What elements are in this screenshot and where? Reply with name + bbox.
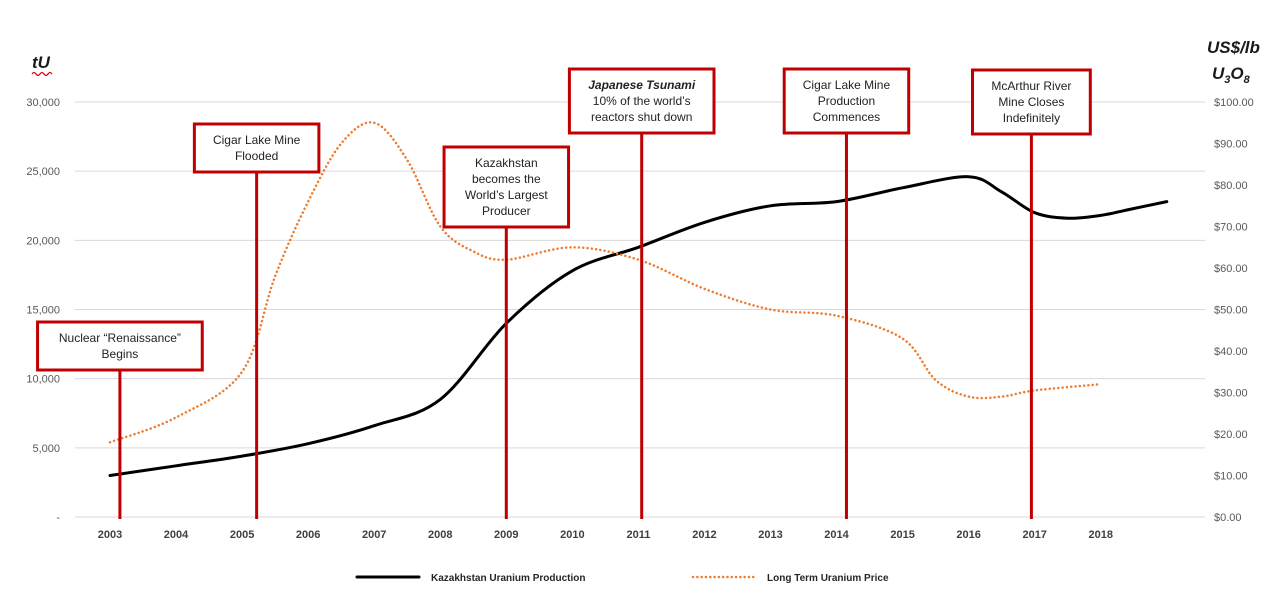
- x-tick-label: 2013: [758, 529, 782, 541]
- right-tick-label: $20.00: [1214, 429, 1248, 441]
- u-symbol: U: [1212, 64, 1225, 83]
- left-axis-title: tU: [32, 53, 51, 72]
- x-tick-label: 2007: [362, 529, 386, 541]
- x-tick-label: 2012: [692, 529, 716, 541]
- x-tick-label: 2006: [296, 529, 320, 541]
- annotation: Cigar Lake Mine Flooded: [192, 122, 321, 519]
- annotation-text: Begins: [102, 347, 139, 361]
- x-tick-label: 2010: [560, 529, 584, 541]
- annotation-text: Nuclear “Renaissance”: [59, 331, 181, 345]
- x-tick-label: 2017: [1022, 529, 1046, 541]
- annotation-text: Mine Closes: [998, 95, 1064, 109]
- annotation-text: Producer: [482, 204, 531, 218]
- right-tick-label: $30.00: [1214, 388, 1248, 400]
- annotation-text: Flooded: [235, 149, 278, 163]
- annotation: McArthur River Mine Closes Indefinitely: [970, 68, 1092, 519]
- annotation-box: [567, 67, 716, 135]
- left-tick-label: 20,000: [26, 235, 60, 247]
- annotation-box: [442, 145, 571, 229]
- right-tick-label: $100.00: [1214, 97, 1254, 109]
- price-series-line: [108, 121, 1103, 444]
- right-tick-label: $70.00: [1214, 222, 1248, 234]
- series-layer: [108, 121, 1169, 477]
- left-tick-label: 25,000: [26, 166, 60, 178]
- left-tick-label: 10,000: [26, 374, 60, 386]
- annotation-layer: Nuclear “Renaissance” Begins Cigar Lake Mi…: [36, 67, 1092, 519]
- right-tick-label: $40.00: [1214, 346, 1248, 358]
- right-tick-label: $90.00: [1214, 139, 1248, 151]
- annotation-text: Production: [818, 94, 875, 108]
- left-tick-label: -: [56, 512, 60, 524]
- x-axis: 2003 2004 2005 2006 2007 2008 2009 2010 2011 2012…: [98, 529, 1113, 541]
- spellcheck-underline: [31, 71, 53, 77]
- annotation-text: Kazakhstan: [475, 156, 538, 170]
- x-tick-label: 2003: [98, 529, 122, 541]
- right-tick-label: $10.00: [1214, 471, 1248, 483]
- right-tick-label: $80.00: [1214, 180, 1248, 192]
- annotation-box: [36, 320, 204, 372]
- annotation: Kazakhstan becomes the World’s Largest Prod…: [442, 145, 571, 519]
- annotation-text: Japanese Tsunami: [588, 78, 696, 92]
- o-subscript: 8: [1244, 74, 1251, 86]
- right-tick-label: $60.00: [1214, 263, 1248, 275]
- left-tick-label: 5,000: [32, 443, 60, 455]
- x-tick-label: 2004: [164, 529, 189, 541]
- annotation-text: 10% of the world’s: [593, 94, 691, 108]
- annotation-text: Commences: [813, 110, 880, 124]
- annotation-box: [782, 67, 911, 135]
- annotation: Nuclear “Renaissance” Begins: [36, 320, 204, 519]
- x-tick-label: 2016: [956, 529, 980, 541]
- left-tick-label: 15,000: [26, 305, 60, 317]
- annotation: Cigar Lake Mine Production Commences: [782, 67, 911, 519]
- legend: Kazakhstan Uranium Production Long Term U…: [355, 573, 889, 584]
- production-series-line: [108, 175, 1169, 477]
- x-tick-label: 2018: [1089, 529, 1113, 541]
- x-tick-label: 2011: [626, 529, 650, 541]
- left-axis: - 5,000 10,000 15,000 20,000 25,000 30,000: [26, 97, 60, 524]
- x-tick-label: 2005: [230, 529, 254, 541]
- legend-label: Kazakhstan Uranium Production: [431, 573, 585, 584]
- x-tick-label: 2014: [824, 529, 849, 541]
- annotation-box: [192, 122, 321, 174]
- o-symbol: O: [1230, 64, 1243, 83]
- annotation-text: reactors shut down: [591, 110, 692, 124]
- annotation-text: Cigar Lake Mine: [803, 78, 891, 92]
- annotation-text: becomes the: [472, 172, 541, 186]
- right-tick-label: $0.00: [1214, 512, 1242, 524]
- x-tick-label: 2009: [494, 529, 518, 541]
- right-axis-title-line2: U3O8: [1212, 64, 1251, 86]
- annotation-text: Cigar Lake Mine: [213, 133, 301, 147]
- annotation-text: McArthur River: [991, 79, 1071, 93]
- right-axis-title-line1: US$/lb: [1207, 38, 1260, 57]
- x-tick-label: 2015: [890, 529, 914, 541]
- x-tick-label: 2008: [428, 529, 452, 541]
- u-subscript: 3: [1224, 74, 1230, 86]
- annotation-text: Indefinitely: [1003, 111, 1060, 125]
- annotation: Japanese Tsunami 10% of the world’s reacto…: [567, 67, 716, 519]
- legend-label: Long Term Uranium Price: [767, 573, 889, 584]
- right-axis: $0.00 $10.00 $20.00 $30.00 $40.00 $50.00 $60.0…: [1214, 97, 1254, 524]
- annotation-text: World’s Largest: [465, 188, 549, 202]
- left-tick-label: 30,000: [26, 97, 60, 109]
- annotation-box: [970, 68, 1092, 136]
- right-tick-label: $50.00: [1214, 305, 1248, 317]
